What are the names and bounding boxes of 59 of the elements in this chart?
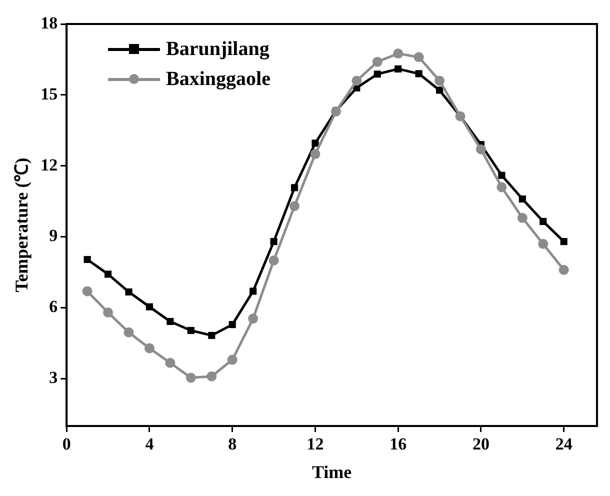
x-tick-label: 0 xyxy=(62,434,71,454)
point xyxy=(498,172,506,179)
point xyxy=(248,314,258,324)
legend-label: Baxinggaole xyxy=(166,67,270,92)
point xyxy=(146,303,154,310)
point xyxy=(227,354,238,365)
point xyxy=(476,144,486,154)
point xyxy=(393,48,404,59)
y-tick-label: 3 xyxy=(49,368,58,388)
point xyxy=(206,371,217,382)
point xyxy=(414,52,424,62)
y-tick-label: 15 xyxy=(40,84,58,104)
y-tick-label: 12 xyxy=(40,155,58,174)
point xyxy=(496,182,507,192)
x-tick-label: 8 xyxy=(228,434,237,454)
point xyxy=(250,288,257,295)
x-tick-label: 12 xyxy=(306,434,324,454)
point xyxy=(517,212,528,223)
x-tick-label: 4 xyxy=(145,434,154,454)
x-axis-title: Time xyxy=(312,462,352,482)
x-tick-label: 16 xyxy=(390,434,407,454)
point xyxy=(124,327,134,338)
point xyxy=(560,238,568,246)
point xyxy=(165,358,176,368)
point xyxy=(290,184,298,192)
x-tick-label: 24 xyxy=(555,434,573,454)
point xyxy=(208,332,216,339)
point xyxy=(187,326,194,334)
legend-label: Barunjilang xyxy=(166,37,270,62)
point xyxy=(436,86,444,94)
point xyxy=(415,70,422,78)
x-tick-label: 20 xyxy=(472,434,490,454)
point xyxy=(540,218,547,225)
point xyxy=(186,372,196,383)
point xyxy=(104,270,112,278)
point xyxy=(394,65,402,72)
point xyxy=(144,343,154,354)
point xyxy=(310,149,320,160)
point xyxy=(434,76,445,86)
point xyxy=(374,70,381,78)
point xyxy=(228,321,236,328)
point xyxy=(352,76,362,86)
point xyxy=(82,286,92,296)
point xyxy=(290,201,300,212)
point xyxy=(558,264,569,275)
point xyxy=(166,318,174,326)
y-tick-label: 18 xyxy=(40,13,58,32)
point xyxy=(312,140,319,147)
point xyxy=(538,238,548,249)
point xyxy=(372,56,382,67)
y-axis-title: Temperature (℃) xyxy=(11,158,32,292)
point xyxy=(268,255,279,266)
point xyxy=(270,238,278,246)
point xyxy=(84,256,91,264)
point xyxy=(103,307,114,318)
point xyxy=(518,195,526,203)
y-tick-label: 6 xyxy=(49,297,58,316)
y-tick-label: 9 xyxy=(49,226,58,246)
point xyxy=(125,288,132,296)
